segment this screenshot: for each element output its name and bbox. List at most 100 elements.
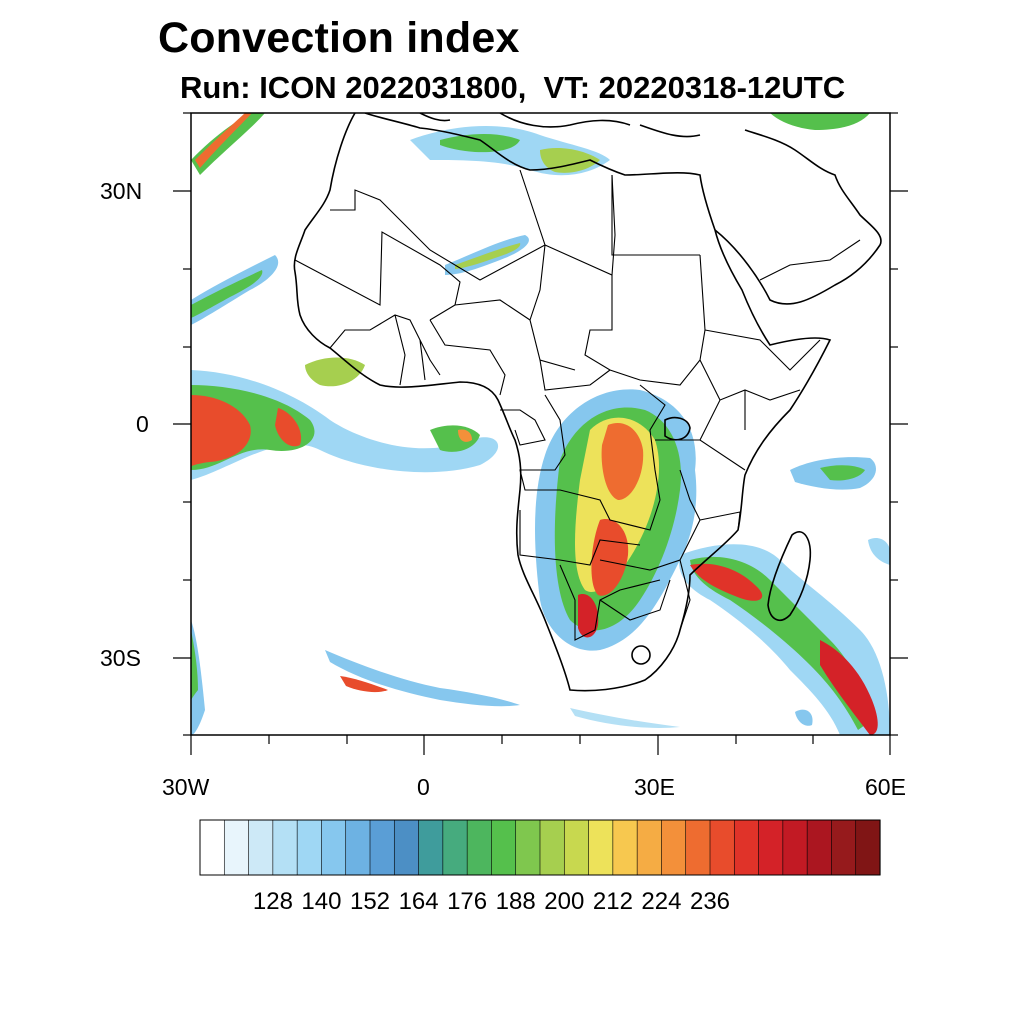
- map-subtitle: Run: ICON 2022031800, VT: 20220318-12UTC: [180, 70, 846, 105]
- colorbar-swatch: [345, 819, 371, 876]
- lat-label-0: 0: [136, 411, 149, 437]
- colorbar-label: 128: [252, 888, 293, 915]
- colorbar-swatch: [685, 819, 711, 876]
- lon-label-0: 0: [417, 774, 430, 800]
- colorbar-swatch: [758, 819, 784, 876]
- colorbar-label: 200: [544, 888, 585, 915]
- border-mozambique: [679, 511, 741, 631]
- colorbar-swatch: [491, 819, 517, 876]
- field-med-core: [440, 134, 520, 153]
- colorbar-swatch: [612, 819, 638, 876]
- field-sa-streak: [325, 650, 520, 707]
- lon-ticks: [190, 735, 891, 755]
- map-title: Convection index: [158, 14, 520, 62]
- colorbar-swatch: [369, 819, 395, 876]
- lake-victoria: [664, 416, 691, 441]
- border-car: [539, 359, 611, 391]
- lat-label-30s: 30S: [100, 645, 141, 671]
- colorbar-swatch: [636, 819, 663, 876]
- border-drc: [519, 384, 666, 531]
- colorbar-swatch: [661, 819, 687, 876]
- field-sa-streak-hot: [340, 676, 388, 693]
- lon-label-30e: 30E: [634, 774, 675, 800]
- border-namibia: [559, 564, 661, 641]
- colorbar-label: 176: [447, 888, 488, 915]
- border-algeria: [330, 169, 546, 281]
- border-nigeria: [429, 319, 506, 396]
- colorbar: [199, 819, 881, 876]
- lat-label-30n: 30N: [100, 178, 143, 204]
- colorbar-swatch: [855, 819, 881, 876]
- colorbar-label: 164: [398, 888, 439, 915]
- colorbar-label: 236: [689, 888, 731, 915]
- field-mozambique-hot: [690, 563, 763, 601]
- europe-coastline: [419, 113, 701, 138]
- colorbar-label: 212: [592, 888, 633, 915]
- colorbar-swatch: [806, 819, 833, 876]
- colorbar-swatch: [782, 819, 808, 876]
- country-borders: [294, 169, 861, 641]
- field-atlantic-hot2: [275, 408, 302, 447]
- colorbar-swatch: [539, 819, 565, 876]
- field-s-streak: [570, 708, 680, 728]
- colorbar-swatch: [588, 819, 614, 876]
- colorbar-swatch: [709, 819, 735, 876]
- border-libya: [544, 174, 616, 276]
- border-west-africa: [329, 314, 441, 386]
- colorbar-swatch: [442, 819, 468, 876]
- field-se-hot: [820, 640, 878, 735]
- field-central-africa-hot2: [591, 519, 629, 596]
- field-w-coast: [305, 357, 365, 387]
- field-central-africa-hot: [601, 422, 644, 500]
- colorbar-swatch: [418, 819, 444, 876]
- field-sahara-core: [455, 243, 521, 269]
- border-botswana: [599, 579, 671, 621]
- colorbar-label: 224: [641, 888, 682, 915]
- border-chad: [529, 244, 576, 371]
- border-ethiopia-somalia: [704, 329, 821, 430]
- border-egypt: [611, 175, 700, 256]
- convection-field: [191, 113, 890, 735]
- field-nw-streak: [191, 113, 265, 175]
- colorbar-swatch: [466, 819, 493, 876]
- field-med-east: [540, 148, 600, 173]
- border-mali: [294, 231, 461, 321]
- border-niger: [454, 299, 531, 321]
- field-ne-corner: [770, 113, 870, 130]
- border-saudi: [759, 239, 861, 281]
- field-nw-streak-hot: [195, 113, 252, 168]
- colorbar-swatch: [321, 819, 347, 876]
- field-gulf-hot: [458, 429, 472, 442]
- field-atlantic-hot: [191, 395, 251, 466]
- border-sudan: [584, 254, 706, 386]
- border-zambia-zim: [599, 469, 701, 571]
- field-w-edge-s-core: [191, 630, 198, 700]
- field-io-core: [820, 465, 865, 481]
- colorbar-label: 140: [301, 888, 342, 915]
- border-angola: [519, 510, 641, 566]
- field-canary-core: [191, 270, 263, 318]
- border-gabon-congo: [500, 409, 546, 446]
- colorbar-swatch: [831, 819, 857, 876]
- colorbar-swatch: [199, 819, 225, 876]
- colorbar-swatch: [515, 819, 541, 876]
- colorbar-swatch: [223, 819, 250, 876]
- colorbar-swatch: [248, 819, 274, 876]
- colorbar-label: 152: [349, 888, 391, 915]
- colorbar-swatch: [733, 819, 760, 876]
- field-io-right: [868, 538, 890, 565]
- lat-ticks: [173, 112, 908, 736]
- lon-label-60e: 60E: [865, 774, 906, 800]
- colorbar-swatch: [393, 819, 420, 876]
- lesotho-border: [631, 645, 651, 665]
- colorbar-swatch: [563, 819, 590, 876]
- arabia-coastline: [714, 129, 882, 305]
- field-mozambique-core: [690, 556, 872, 730]
- field-w-edge-s: [191, 620, 205, 735]
- colorbar-frame: [199, 819, 881, 876]
- lon-label-30w: 30W: [162, 774, 210, 800]
- field-namibia-hot: [578, 594, 599, 638]
- field-s-cell: [795, 709, 813, 726]
- colorbar-swatch: [272, 819, 298, 876]
